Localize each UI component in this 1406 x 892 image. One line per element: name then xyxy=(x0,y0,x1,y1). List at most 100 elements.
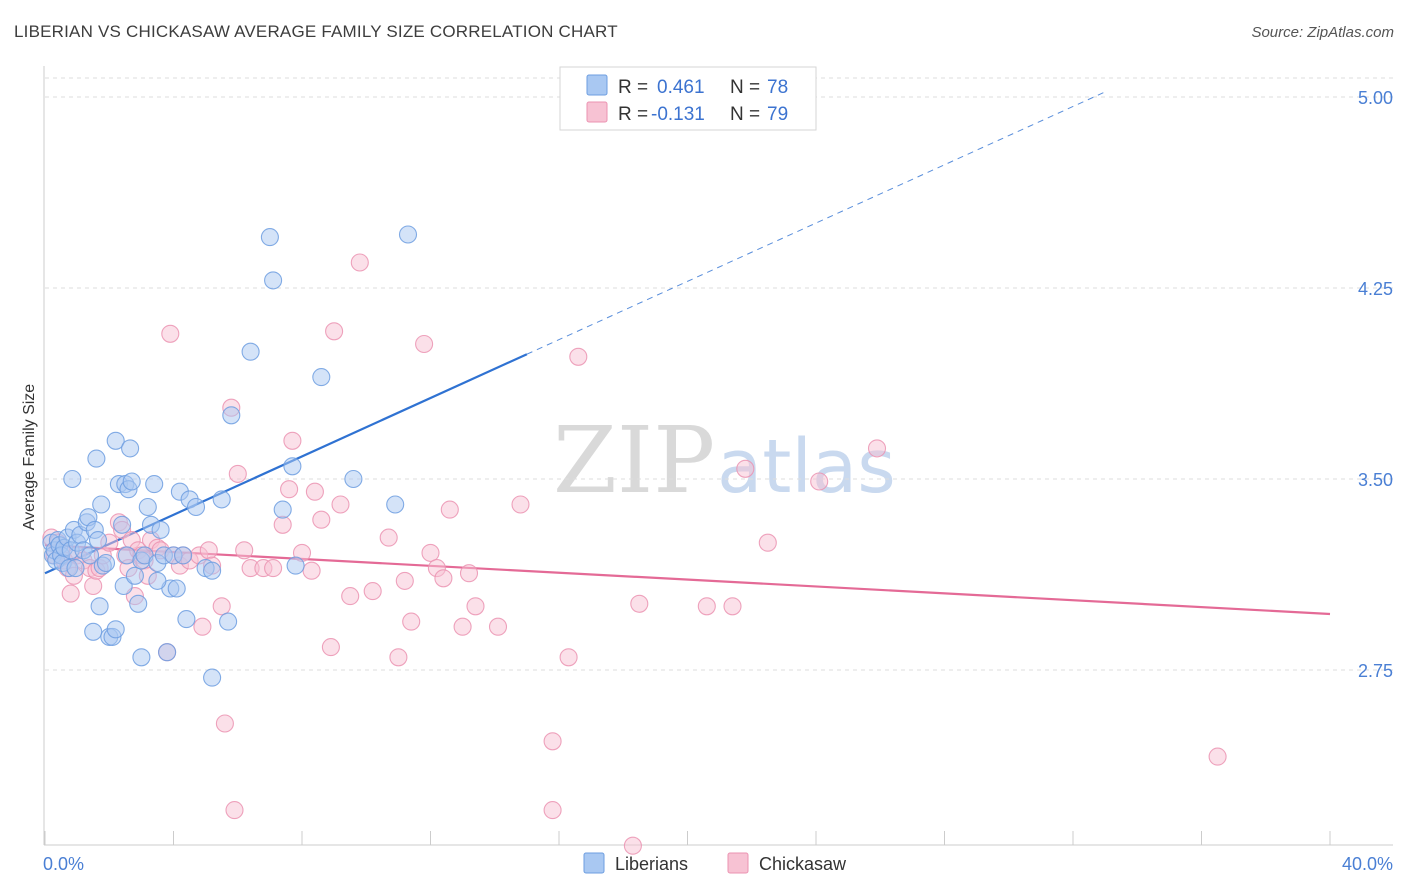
point-liberians-63 xyxy=(212,490,231,509)
point-liberians-26 xyxy=(92,495,111,514)
tick-labels: 2.75 3.50 4.25 5.00 0.0% 40.0% xyxy=(43,88,1393,874)
axes xyxy=(43,66,1393,846)
point-liberians-74 xyxy=(386,495,405,514)
point-chickasaw-40 xyxy=(215,714,234,733)
bottom-legend: Liberians Chickasaw xyxy=(583,852,847,874)
legend-n-label-liberians: N = xyxy=(730,77,760,98)
point-chickasaw-30 xyxy=(161,324,180,343)
point-chickasaw-62 xyxy=(389,648,408,667)
point-liberians-69 xyxy=(273,500,292,519)
point-liberians-28 xyxy=(96,553,116,573)
point-liberians-40 xyxy=(122,472,141,491)
watermark-zip: ZIP xyxy=(553,407,715,514)
point-liberians-24 xyxy=(88,531,108,550)
point-liberians-42 xyxy=(129,594,148,613)
point-liberians-62 xyxy=(203,668,222,687)
bottom-legend-label-chickasaw: Chickasaw xyxy=(759,854,847,874)
point-liberians-52 xyxy=(158,643,177,662)
point-liberians-31 xyxy=(106,620,125,639)
point-liberians-77 xyxy=(203,561,222,580)
point-chickasaw-77 xyxy=(559,648,578,667)
point-chickasaw-55 xyxy=(321,638,340,657)
point-liberians-72 xyxy=(312,368,331,387)
point-liberians-50 xyxy=(151,520,170,539)
point-liberians-55 xyxy=(167,579,186,598)
point-chickasaw-37 xyxy=(199,541,218,560)
point-chickasaw-86 xyxy=(867,439,887,458)
point-liberians-12 xyxy=(63,469,82,489)
point-liberians-71 xyxy=(286,556,305,575)
point-liberians-65 xyxy=(222,406,241,425)
point-chickasaw-44 xyxy=(235,541,254,560)
y-tick-label-3: 5.00 xyxy=(1358,88,1393,108)
point-liberians-41 xyxy=(125,566,144,585)
point-liberians-21 xyxy=(84,622,103,641)
point-liberians-45 xyxy=(132,648,151,667)
legend-r-value-liberians: 0.461 xyxy=(657,77,705,98)
point-chickasaw-43 xyxy=(228,464,247,483)
point-chickasaw-85 xyxy=(810,472,829,491)
point-chickasaw-47 xyxy=(264,559,283,578)
point-liberians-32 xyxy=(106,431,125,450)
point-chickasaw-48 xyxy=(273,515,292,534)
point-liberians-35 xyxy=(114,576,133,596)
point-liberians-66 xyxy=(241,342,260,361)
point-liberians-68 xyxy=(264,271,283,290)
point-chickasaw-39 xyxy=(212,597,231,616)
point-liberians-39 xyxy=(121,439,140,458)
point-chickasaw-80 xyxy=(630,594,649,613)
point-chickasaw-6 xyxy=(61,584,80,603)
point-liberians-70 xyxy=(283,457,302,476)
point-liberians-48 xyxy=(145,475,164,494)
legend-swatch-liberians xyxy=(586,74,608,96)
point-liberians-75 xyxy=(398,225,418,244)
point-chickasaw-42 xyxy=(225,801,244,820)
point-liberians-73 xyxy=(344,469,363,489)
bottom-legend-label-liberians: Liberians xyxy=(615,854,688,874)
legend-n-label-chickasaw: N = xyxy=(730,104,760,125)
point-chickasaw-72 xyxy=(466,597,485,616)
point-chickasaw-78 xyxy=(569,347,588,366)
legend-n-value-chickasaw: 79 xyxy=(767,104,788,125)
point-chickasaw-71 xyxy=(459,564,479,583)
point-liberians-34 xyxy=(113,515,132,534)
legend-r-label-liberians: R = xyxy=(618,77,648,98)
y-tick-label-1: 3.50 xyxy=(1358,470,1393,490)
point-liberians-58 xyxy=(177,610,196,629)
point-chickasaw-61 xyxy=(379,528,398,547)
point-chickasaw-58 xyxy=(341,587,360,606)
x-tick-label-min: 0.0% xyxy=(43,854,84,874)
point-chickasaw-56 xyxy=(325,322,344,341)
point-chickasaw-79 xyxy=(623,836,642,855)
point-liberians-76 xyxy=(148,571,167,590)
point-liberians-20 xyxy=(80,546,100,565)
point-chickasaw-57 xyxy=(331,495,350,514)
source-label: Source: ZipAtlas.com xyxy=(1251,24,1394,41)
y-axis-title: Average Family Size xyxy=(21,384,38,531)
point-chickasaw-63 xyxy=(395,571,414,590)
point-chickasaw-75 xyxy=(543,732,562,751)
point-chickasaw-73 xyxy=(488,617,508,636)
point-chickasaw-83 xyxy=(736,459,755,478)
point-chickasaw-53 xyxy=(305,482,324,501)
point-chickasaw-54 xyxy=(312,510,331,529)
bottom-legend-swatch-chickasaw xyxy=(727,852,749,874)
point-chickasaw-65 xyxy=(415,334,434,354)
point-chickasaw-50 xyxy=(283,431,302,450)
trend-lines xyxy=(44,91,1331,616)
trend-line-liberians-extension xyxy=(526,91,1106,355)
legend-r-label-chickasaw: R = xyxy=(618,104,648,125)
point-chickasaw-59 xyxy=(350,253,369,272)
point-liberians-25 xyxy=(90,597,109,616)
point-chickasaw-64 xyxy=(402,612,421,631)
point-chickasaw-52 xyxy=(302,561,321,580)
y-tick-label-0: 2.75 xyxy=(1358,661,1393,681)
point-liberians-60 xyxy=(186,497,206,517)
point-chickasaw-11 xyxy=(84,576,103,596)
bottom-legend-swatch-liberians xyxy=(583,852,605,874)
point-liberians-14 xyxy=(66,559,85,578)
data-points xyxy=(42,225,1227,855)
point-chickasaw-74 xyxy=(511,495,530,514)
point-chickasaw-84 xyxy=(758,533,777,552)
